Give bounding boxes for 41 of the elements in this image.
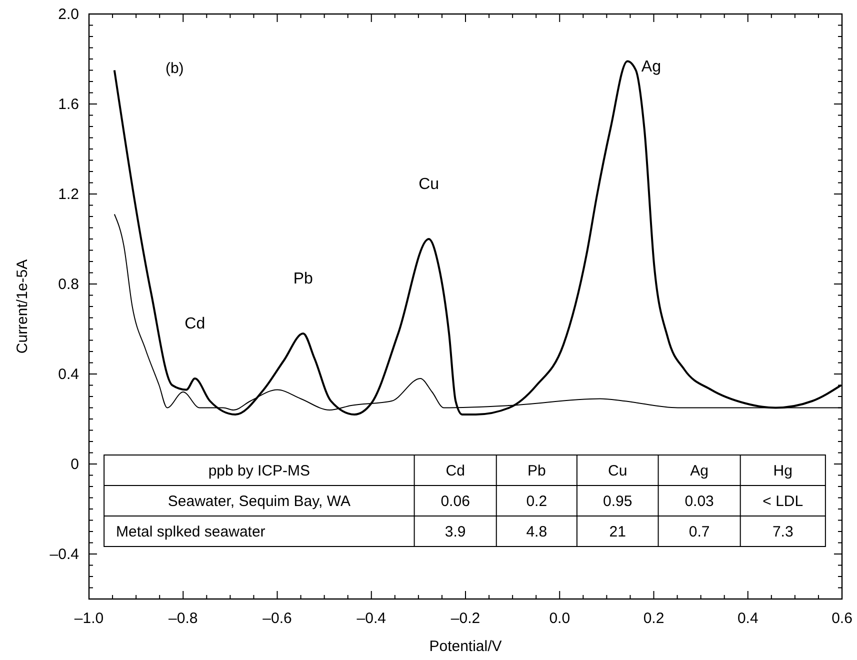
annotation: Ag xyxy=(690,462,708,480)
text: (b) xyxy=(165,60,184,77)
x-tick-label: 0.6 xyxy=(832,610,852,627)
annotation: 21 xyxy=(609,523,626,540)
annotation: Cd xyxy=(184,316,206,332)
y-tick-label: –0.4 xyxy=(50,546,79,563)
x-tick-label: –0.4 xyxy=(356,610,386,627)
annotation: Ag xyxy=(641,58,661,76)
annotation: 0.95 xyxy=(603,492,632,510)
y-tick-label: 0.8 xyxy=(58,276,79,293)
annotation: 0.2 xyxy=(526,492,548,510)
y-axis-title: Current/1e-5A xyxy=(14,259,31,354)
annotation: < LDL xyxy=(762,492,804,510)
annotation: Pb xyxy=(527,462,546,480)
annotation: 0.7 xyxy=(688,523,710,540)
x-tick-label: 0.4 xyxy=(737,610,758,627)
annotation: 7.3 xyxy=(772,523,794,540)
annotation: ppb by ICP-MS xyxy=(208,462,310,480)
annotation: Hg xyxy=(773,462,792,480)
annotation: Cd xyxy=(446,462,465,480)
y-tick-label: 1.2 xyxy=(58,186,79,203)
x-tick-label: –0.6 xyxy=(262,610,292,627)
y-tick-label: 1.6 xyxy=(58,96,79,113)
x-tick-label: 0.0 xyxy=(549,610,570,627)
x-tick-label: –0.8 xyxy=(168,610,198,627)
x-tick-label: –1.0 xyxy=(74,610,104,627)
annotation: 0.06 xyxy=(440,492,470,510)
annotation: Seawater, Sequim Bay, WA xyxy=(168,492,350,510)
annotation: Metal splked seawater xyxy=(116,523,266,540)
annotation: Pb xyxy=(293,270,314,288)
y-tick-label: 2.0 xyxy=(58,6,79,23)
annotation: 0.03 xyxy=(684,492,714,510)
annotation: 3.9 xyxy=(444,523,466,540)
y-tick-label: 0 xyxy=(70,456,79,473)
annotation: 4.8 xyxy=(526,523,548,540)
annotation: Cu xyxy=(418,176,440,193)
x-axis-title: Potential/V xyxy=(429,638,502,655)
x-tick-label: –0.2 xyxy=(450,610,480,627)
x-tick-label: 0.2 xyxy=(643,610,664,627)
y-tick-label: 0.4 xyxy=(58,366,79,383)
annotation: Cu xyxy=(608,462,628,480)
